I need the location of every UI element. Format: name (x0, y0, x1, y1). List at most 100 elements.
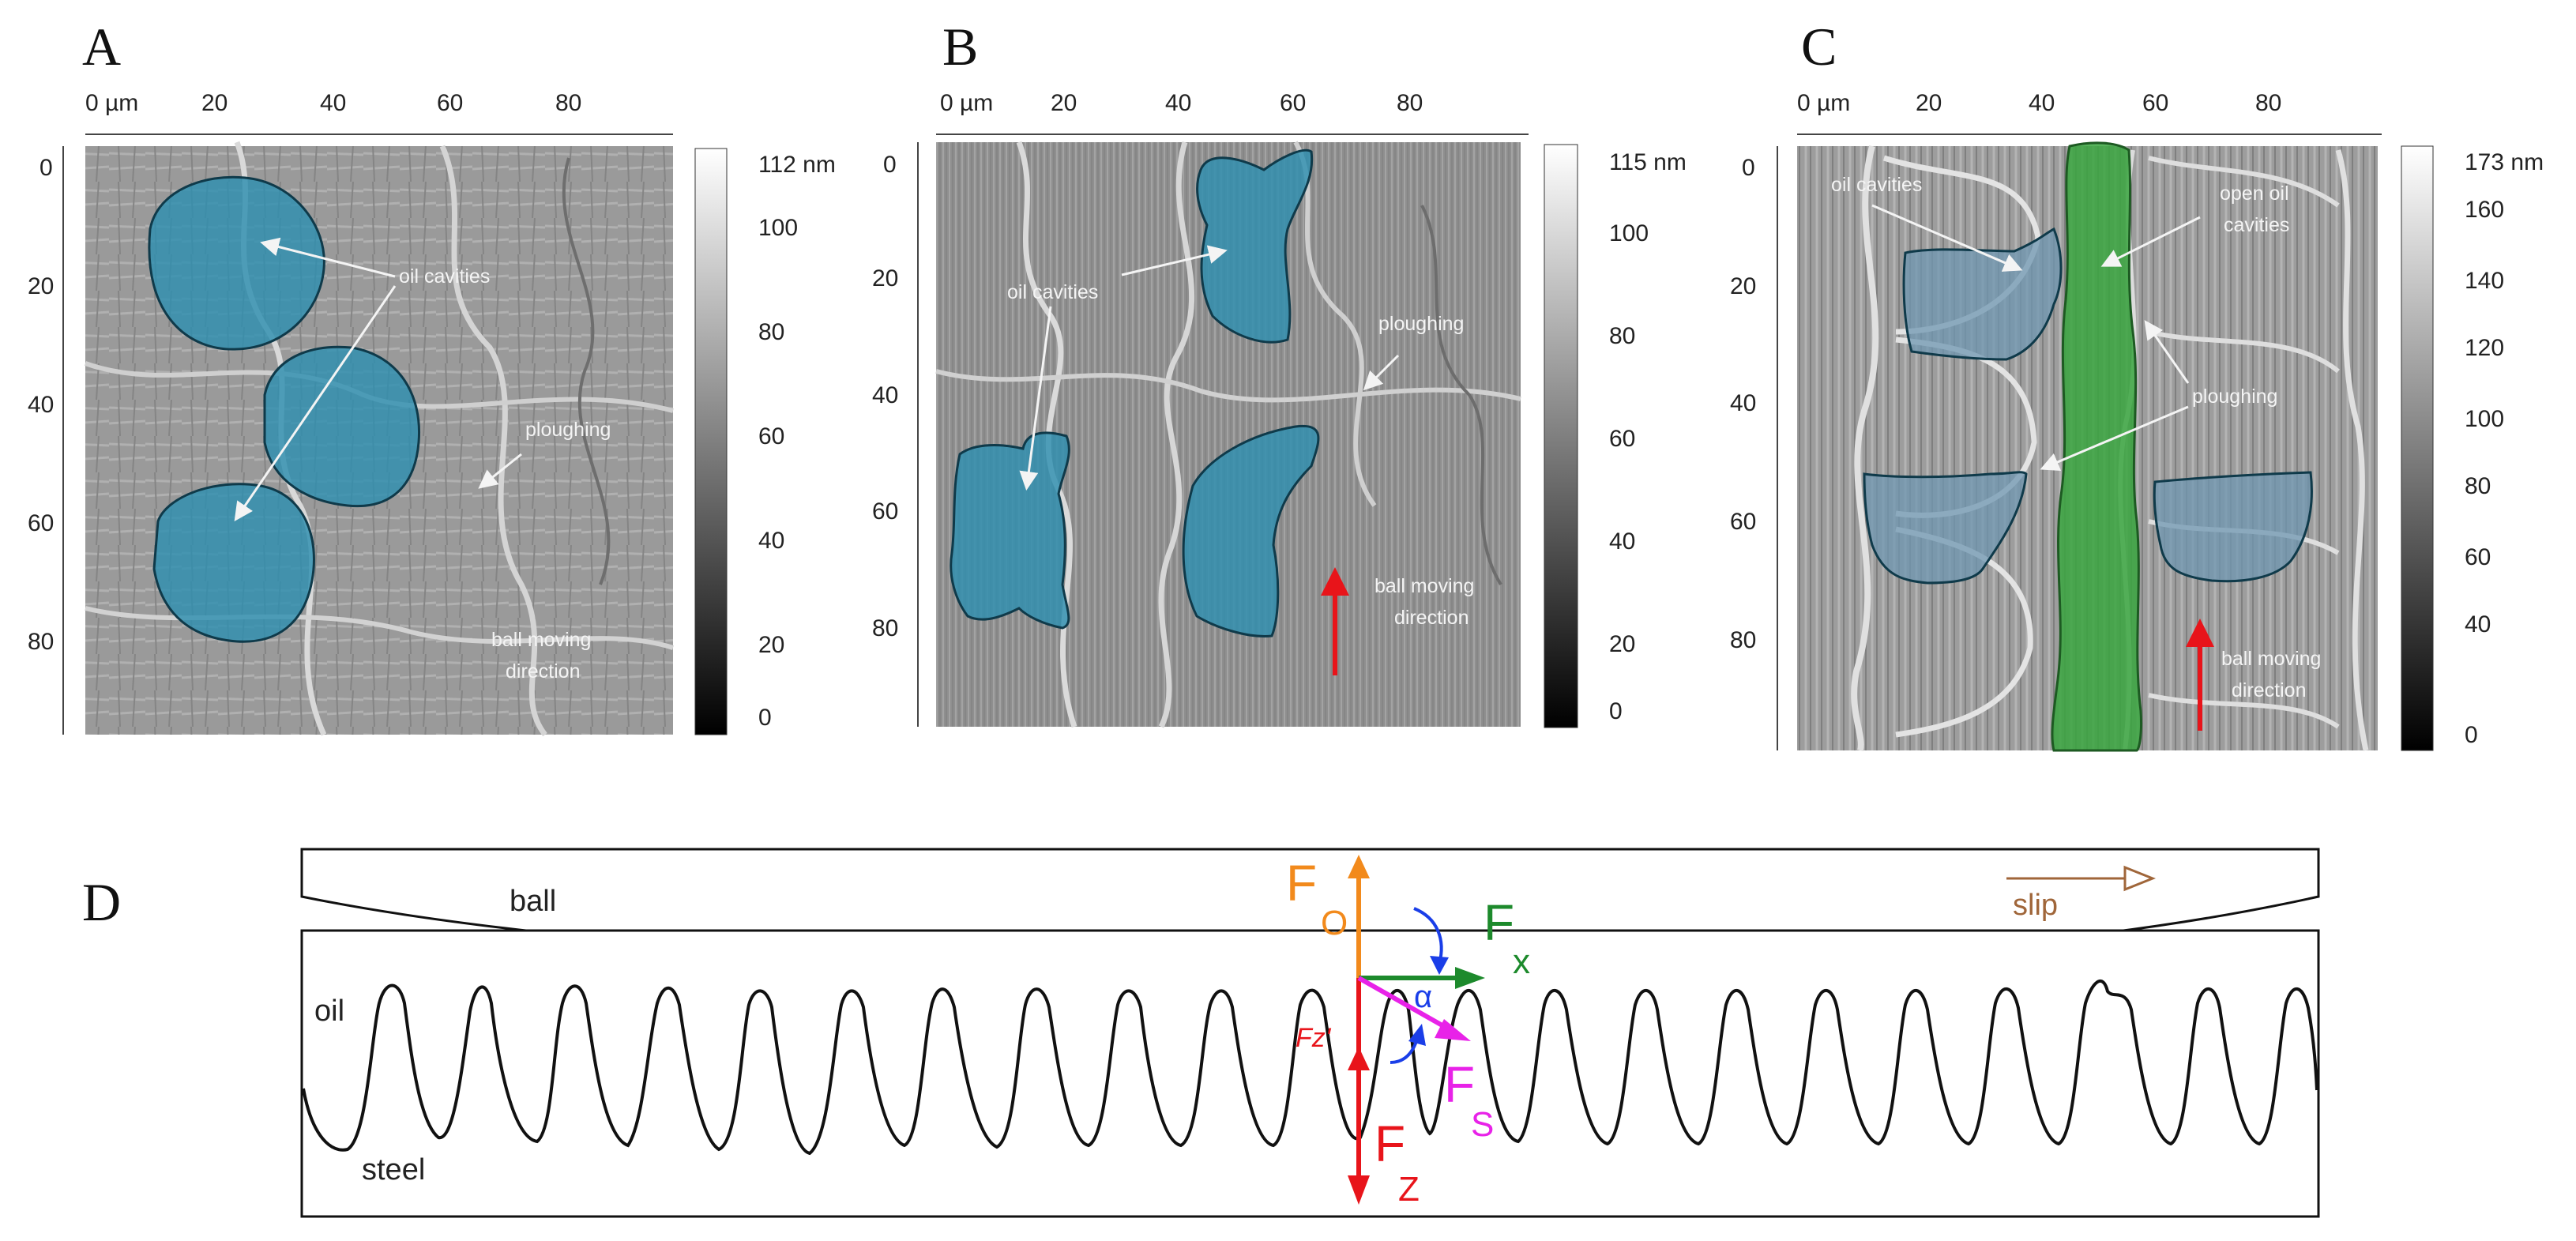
force-diagram: F O F x F Z Fz' F S α (1286, 855, 1530, 1209)
label-direction-b: direction (1394, 607, 1469, 629)
panel-d: D ball slip oil steel F O F x (82, 848, 2320, 1218)
label-oil-cavities-a: oil cavities (399, 265, 490, 288)
colorbar-b-tick-0: 100 (1609, 220, 1649, 246)
x-tick-b-1: 20 (1051, 90, 1077, 116)
colorbar-a-tick-5: 0 (758, 705, 772, 731)
force-fo-label: F (1286, 855, 1317, 912)
colorbar-b-tick-5: 0 (1609, 698, 1623, 724)
y-axis-b: 0 20 40 60 80 (872, 142, 919, 727)
force-fz-sub: Z (1398, 1170, 1420, 1209)
force-fs-label: F (1444, 1056, 1475, 1113)
label-ploughing-c: ploughing (2192, 385, 2277, 408)
colorbar-b-tick-2: 60 (1609, 426, 1635, 452)
oil-cavity-b-3 (1182, 424, 1320, 637)
x-tick-b-3: 60 (1280, 90, 1306, 116)
colorbar-c-tick-6: 40 (2465, 611, 2491, 637)
oil-cavity-a-1 (148, 175, 325, 351)
annotations-a: oil cavities ploughing ball moving direc… (234, 237, 611, 683)
oil-cavity-a-2 (263, 345, 421, 508)
panel-letter-d: D (82, 872, 121, 932)
label-ball-moving-c: ball moving (2221, 648, 2321, 670)
force-fx-label: F (1484, 894, 1514, 951)
oil-cavity-b-2 (950, 431, 1070, 630)
panel-a: A 0 µm 20 40 60 80 0 20 40 60 80 (28, 17, 836, 737)
y-tick-a-2: 40 (28, 392, 54, 418)
x-tick-a-3: 60 (437, 90, 463, 116)
colorbar-c-tick-5: 60 (2465, 544, 2491, 570)
colorbar-a-tick-0: 100 (758, 215, 798, 241)
y-tick-c-4: 80 (1730, 627, 1756, 653)
y-tick-a-3: 60 (28, 510, 54, 536)
x-axis-b: 0 µm 20 40 60 80 (936, 90, 1529, 135)
colorbar-c-tick-2: 120 (2465, 335, 2504, 361)
x-tick-c-1: 20 (1916, 90, 1942, 116)
y-tick-b-0: 0 (883, 152, 897, 178)
force-fz-label: F (1374, 1115, 1405, 1172)
colorbar-a-max: 112 nm (758, 152, 836, 178)
x-tick-a-1: 20 (201, 90, 228, 116)
y-tick-b-1: 20 (872, 265, 898, 291)
panel-letter-c: C (1801, 17, 1837, 77)
label-oil-cavities-b: oil cavities (1007, 281, 1098, 303)
y-tick-b-3: 60 (872, 498, 898, 525)
force-fs-arrow (1357, 976, 1453, 1033)
panel-b: B 0 µm 20 40 60 80 0 20 40 60 80 (872, 17, 1687, 728)
ball-label: ball (510, 885, 556, 918)
x-axis-c: 0 µm 20 40 60 80 (1797, 90, 2382, 135)
label-ploughing-b: ploughing (1378, 313, 1464, 335)
oil-cavity-c-3 (2153, 471, 2313, 583)
label-oil-cavities-c: oil cavities (1831, 174, 1922, 196)
y-axis-a: 0 20 40 60 80 (28, 146, 64, 735)
colorbar-b-tick-4: 20 (1609, 631, 1635, 657)
annotations-b: oil cavities ploughing ball moving direc… (1007, 245, 1474, 675)
x-tick-b-2: 40 (1165, 90, 1191, 116)
steel-block: oil steel (300, 929, 2320, 1218)
x-tick-a-4: 80 (555, 90, 581, 116)
force-fx-sub: x (1513, 942, 1530, 981)
y-tick-c-3: 60 (1730, 509, 1756, 535)
slip-arrow: slip (2006, 865, 2157, 922)
oil-cavity-b-1 (1196, 149, 1314, 344)
colorbar-c-tick-1: 140 (2465, 268, 2504, 294)
force-fz-prime-label: Fz' (1296, 1023, 1332, 1053)
slip-label: slip (2013, 889, 2058, 922)
colorbar-b-tick-3: 40 (1609, 528, 1635, 555)
y-tick-a-0: 0 (39, 155, 53, 181)
label-direction-a: direction (506, 660, 581, 683)
y-tick-b-4: 80 (872, 615, 898, 641)
y-tick-a-4: 80 (28, 629, 54, 655)
colorbar-a-tick-1: 80 (758, 319, 784, 345)
x-tick-c-0: 0 µm (1797, 90, 1850, 116)
x-tick-c-2: 40 (2029, 90, 2055, 116)
colorbar-a-tick-2: 60 (758, 423, 784, 449)
oil-cavity-a-3 (152, 483, 315, 643)
colorbar-c-tick-7: 0 (2465, 722, 2478, 748)
y-tick-c-1: 20 (1730, 273, 1756, 299)
panel-c: C 0 µm 20 40 60 80 0 20 40 60 80 (1730, 17, 2544, 752)
label-ball-moving-a: ball moving (491, 629, 591, 651)
label-ploughing-a: ploughing (525, 419, 611, 441)
annotations-c: oil cavities open oil cavities ploughing… (1831, 174, 2321, 731)
colorbar-a-tick-4: 20 (758, 632, 784, 658)
colorbar-c: 173 nm 160 140 120 100 80 60 40 0 (2401, 145, 2544, 751)
force-fo-sub: O (1321, 904, 1348, 942)
x-tick-a-2: 40 (320, 90, 346, 116)
y-tick-a-1: 20 (28, 273, 54, 299)
x-tick-b-0: 0 µm (940, 90, 993, 116)
x-tick-c-4: 80 (2255, 90, 2281, 116)
label-cavities-c: cavities (2224, 214, 2289, 236)
force-fs-sub: S (1471, 1105, 1494, 1144)
colorbar-c-tick-3: 100 (2465, 406, 2504, 432)
colorbar-c-max: 173 nm (2465, 149, 2544, 175)
x-tick-a-0: 0 µm (85, 90, 138, 116)
label-ball-moving-b: ball moving (1374, 575, 1474, 597)
x-axis-a: 0 µm 20 40 60 80 (85, 90, 673, 135)
colorbar-c-tick-4: 80 (2465, 473, 2491, 499)
oil-cavity-c-2 (1863, 471, 2028, 585)
colorbar-a: 112 nm 100 80 60 40 20 0 (694, 148, 836, 735)
x-tick-b-4: 80 (1397, 90, 1423, 116)
label-direction-c: direction (2232, 679, 2307, 701)
y-tick-c-2: 40 (1730, 390, 1756, 416)
y-tick-c-0: 0 (1742, 155, 1755, 181)
